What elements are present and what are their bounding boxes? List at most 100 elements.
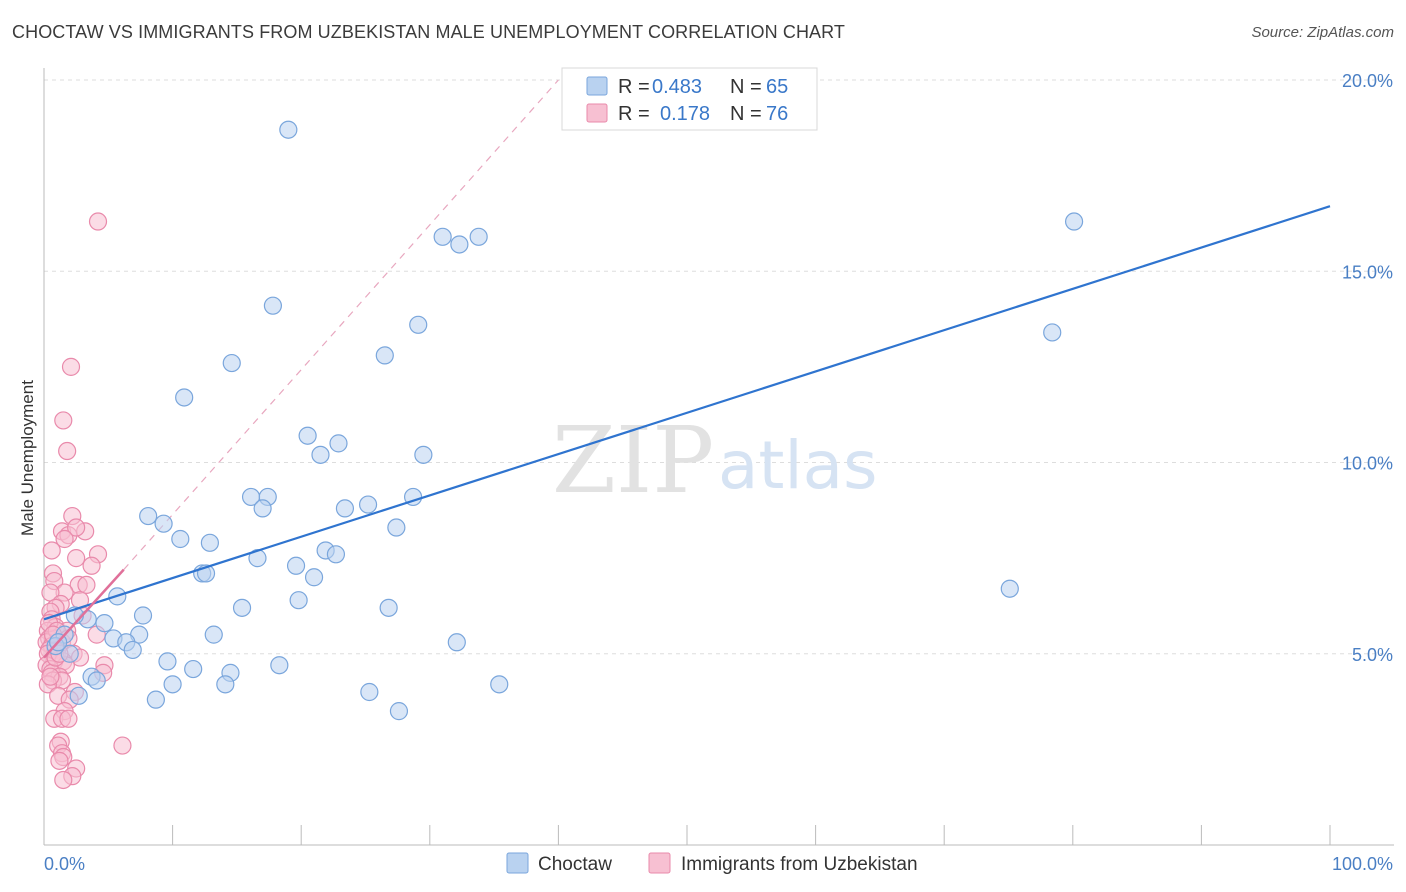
legend-swatch-uzbekistan [586, 103, 608, 123]
legend-swatch-choctaw [586, 76, 608, 96]
uzbekistan-point-71 [41, 667, 60, 686]
choctaw-point-20 [335, 499, 355, 518]
uzbekistan-point-1 [61, 357, 81, 376]
choctaw-point-60 [146, 690, 165, 709]
choctaw-point-36 [232, 598, 252, 617]
choctaw-point-10 [175, 388, 194, 407]
uzbekistan-trend-line [123, 79, 559, 570]
choctaw-point-59 [69, 686, 88, 705]
choctaw-point-30 [304, 568, 324, 587]
choctaw-point-48 [447, 633, 466, 652]
x-tick-labels: 0.0% 100.0% [44, 854, 1393, 874]
choctaw-point-2 [433, 227, 452, 246]
uzbekistan-trend-solid [43, 568, 125, 659]
bottom-legend-choctaw: Choctaw [538, 854, 612, 875]
uzbekistan-point-13 [82, 556, 101, 575]
watermark-zip-text: ZIP [552, 407, 714, 514]
choctaw-point-27 [326, 545, 346, 564]
watermark: ZIP atlas [552, 407, 878, 514]
choctaw-point-19 [253, 499, 272, 518]
bottom-legend-swatch-uzbekistan [648, 852, 671, 874]
choctaw-point-29 [286, 556, 306, 575]
uzbekistan-point-17 [77, 575, 96, 595]
y-tick-label-0: 5.0% [1352, 645, 1393, 665]
choctaw-point-7 [409, 315, 428, 334]
uzbekistan-point-2 [54, 411, 73, 430]
choctaw-point-24 [171, 529, 190, 549]
choctaw-point-6 [1043, 323, 1062, 342]
uzbekistan-point-65 [50, 751, 69, 770]
legend-n-label-2: N = [730, 103, 762, 125]
choctaw-point-18 [358, 495, 378, 514]
y-tick-labels: 5.0% 10.0% 15.0% 20.0% [1342, 71, 1393, 665]
choctaw-point-46 [60, 644, 79, 663]
choctaw-point-35 [289, 591, 308, 610]
choctaw-point-40 [95, 614, 114, 633]
choctaw-point-51 [184, 659, 203, 679]
y-tick-label-3: 20.0% [1342, 71, 1393, 91]
choctaw-trend-solid [43, 205, 1331, 621]
legend-n-value-2: 76 [766, 103, 788, 125]
choctaw-point-56 [163, 675, 182, 694]
uzbekistan-point-9 [55, 529, 74, 549]
choctaw-point-1 [1064, 212, 1084, 231]
x-tick-label-1: 100.0% [1332, 854, 1393, 874]
uzbekistan-point-8 [67, 518, 86, 537]
choctaw-point-57 [216, 675, 235, 694]
choctaw-point-12 [329, 434, 348, 453]
choctaw-point-0 [279, 120, 298, 139]
uzbekistan-point-59 [59, 709, 78, 728]
uzbekistan-point-68 [54, 770, 73, 790]
y-tick-label-1: 10.0% [1342, 454, 1393, 474]
choctaw-point-39 [133, 606, 153, 625]
grid-lines [44, 79, 1394, 655]
choctaw-point-33 [1000, 579, 1019, 598]
choctaw-point-50 [158, 652, 177, 671]
y-axis-label: Male Unemployment [18, 380, 37, 536]
choctaw-point-45 [123, 640, 142, 660]
uzbekistan-point-3 [58, 441, 77, 461]
choctaw-point-5 [263, 296, 283, 315]
choctaw-point-8 [375, 346, 394, 365]
legend-box: R = 0.483 N = 65 R = 0.178 N = 76 [561, 67, 818, 131]
x-tick-label-0: 0.0% [44, 854, 85, 874]
choctaw-point-9 [222, 353, 241, 373]
chart-title: CHOCTAW VS IMMIGRANTS FROM UZBEKISTAN MA… [12, 22, 846, 42]
axes [43, 68, 1394, 846]
bottom-legend: Choctaw Immigrants from Uzbekistan [506, 852, 918, 875]
legend-r-label-1: R = [618, 76, 650, 98]
choctaw-point-52 [270, 656, 289, 675]
choctaw-point-3 [450, 235, 469, 254]
uzbekistan-point-61 [113, 736, 132, 755]
choctaw-point-22 [154, 514, 173, 533]
choctaw-point-21 [139, 506, 158, 526]
choctaw-point-37 [379, 598, 398, 617]
source-label: Source: ZipAtlas.com [1251, 24, 1394, 41]
legend-n-label-1: N = [730, 76, 762, 98]
uzbekistan-point-0 [88, 212, 108, 231]
choctaw-point-11 [298, 426, 317, 445]
choctaw-point-58 [490, 675, 509, 694]
choctaw-point-61 [360, 682, 379, 702]
watermark-atlas-text: atlas [718, 427, 878, 504]
bottom-legend-uzbekistan: Immigrants from Uzbekistan [681, 854, 918, 875]
uzbekistan-trend-extension [123, 79, 559, 570]
legend-r-value-1: 0.483 [652, 76, 702, 98]
bottom-legend-swatch-choctaw [506, 852, 529, 874]
choctaw-point-4 [469, 227, 488, 246]
y-tick-label-2: 15.0% [1342, 262, 1393, 282]
choctaw-point-47 [204, 625, 223, 644]
uzbekistan-point-10 [42, 541, 61, 560]
choctaw-point-13 [311, 445, 330, 464]
legend-r-label-2: R = [618, 103, 650, 125]
choctaw-point-55 [87, 671, 106, 690]
legend-n-value-1: 65 [766, 76, 788, 98]
legend-r-value-2: 0.178 [660, 103, 710, 125]
choctaw-point-14 [414, 445, 433, 464]
choctaw-trend-line [43, 205, 1331, 659]
choctaw-point-62 [389, 702, 409, 721]
uzbekistan-point-12 [67, 549, 86, 568]
choctaw-point-25 [200, 533, 219, 552]
choctaw-point-23 [387, 518, 406, 537]
